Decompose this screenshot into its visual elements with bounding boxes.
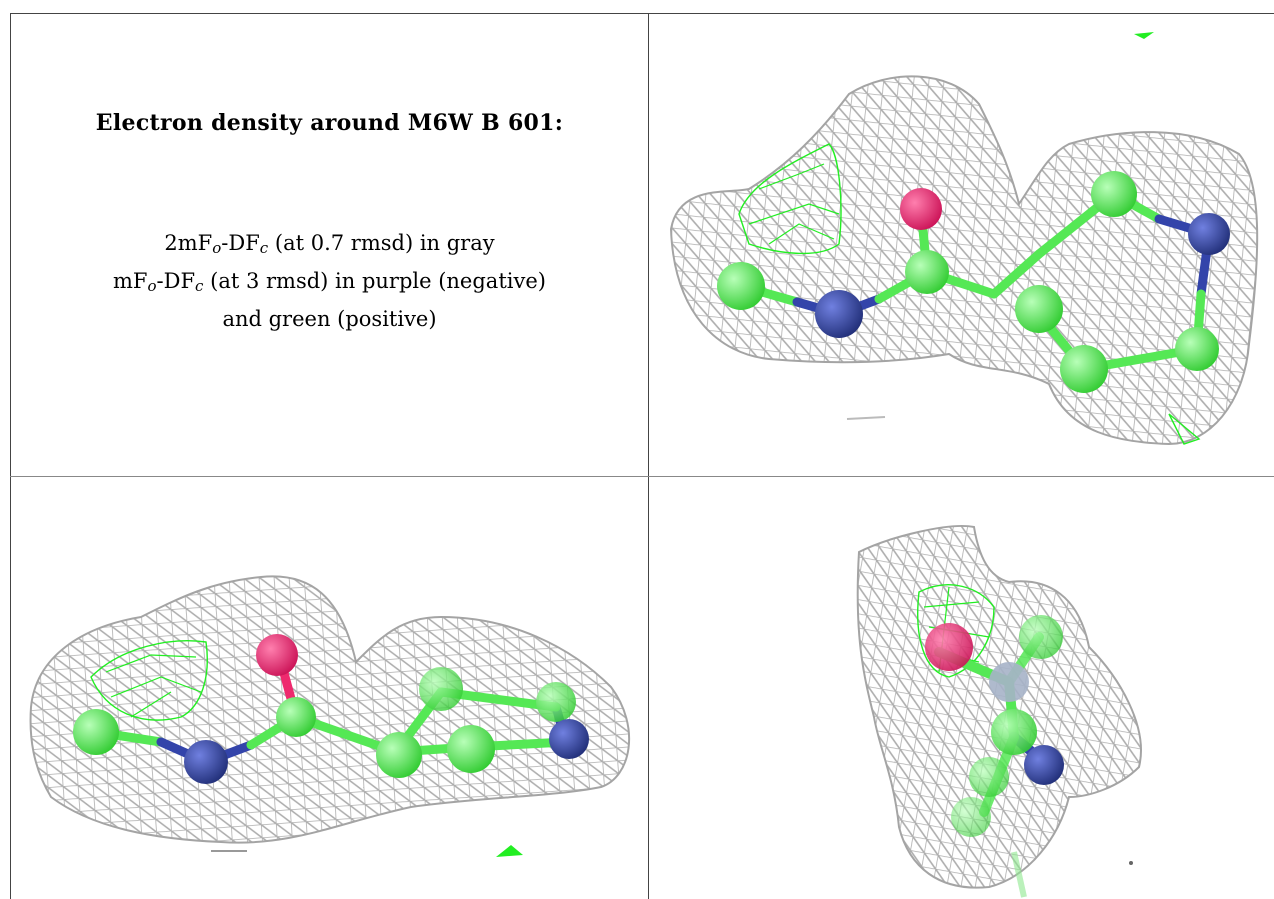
border-left [10,13,11,899]
gray-density-mesh [29,575,631,844]
border-top [10,13,1274,14]
atom-spheres [73,634,589,784]
legend-description: 2mFo-DFc (at 0.7 rmsd) in gray mFo-DFc (… [11,224,648,338]
green-density-blob [90,640,208,721]
atom-spheres [925,615,1064,837]
gray-density-mesh [669,75,1259,446]
border-middle-horizontal [10,476,1274,477]
molecule-view-2 [11,477,648,899]
green-density-blob [738,143,842,255]
green-density-blob [917,584,995,678]
molecule-density-view-icon [669,32,1259,446]
border-middle-vertical [648,13,649,899]
legend-title: Electron density around M6W B 601: [95,110,564,136]
atom-spheres [717,171,1230,393]
legend-line-2fo-fc: 2mFo-DFc (at 0.7 rmsd) in gray [164,231,495,257]
molecule-view-3 [649,477,1274,899]
legend-line-colors: and green (positive) [222,307,437,331]
legend-line-fo-fc: mFo-DFc (at 3 rmsd) in purple (negative) [113,269,546,295]
molecule-density-view-icon [856,525,1142,898]
molecule-view-1 [649,14,1274,476]
molecule-density-view-icon [29,575,631,857]
legend-cell: Electron density around M6W B 601: 2mFo-… [11,14,648,476]
gray-density-mesh [856,525,1142,889]
